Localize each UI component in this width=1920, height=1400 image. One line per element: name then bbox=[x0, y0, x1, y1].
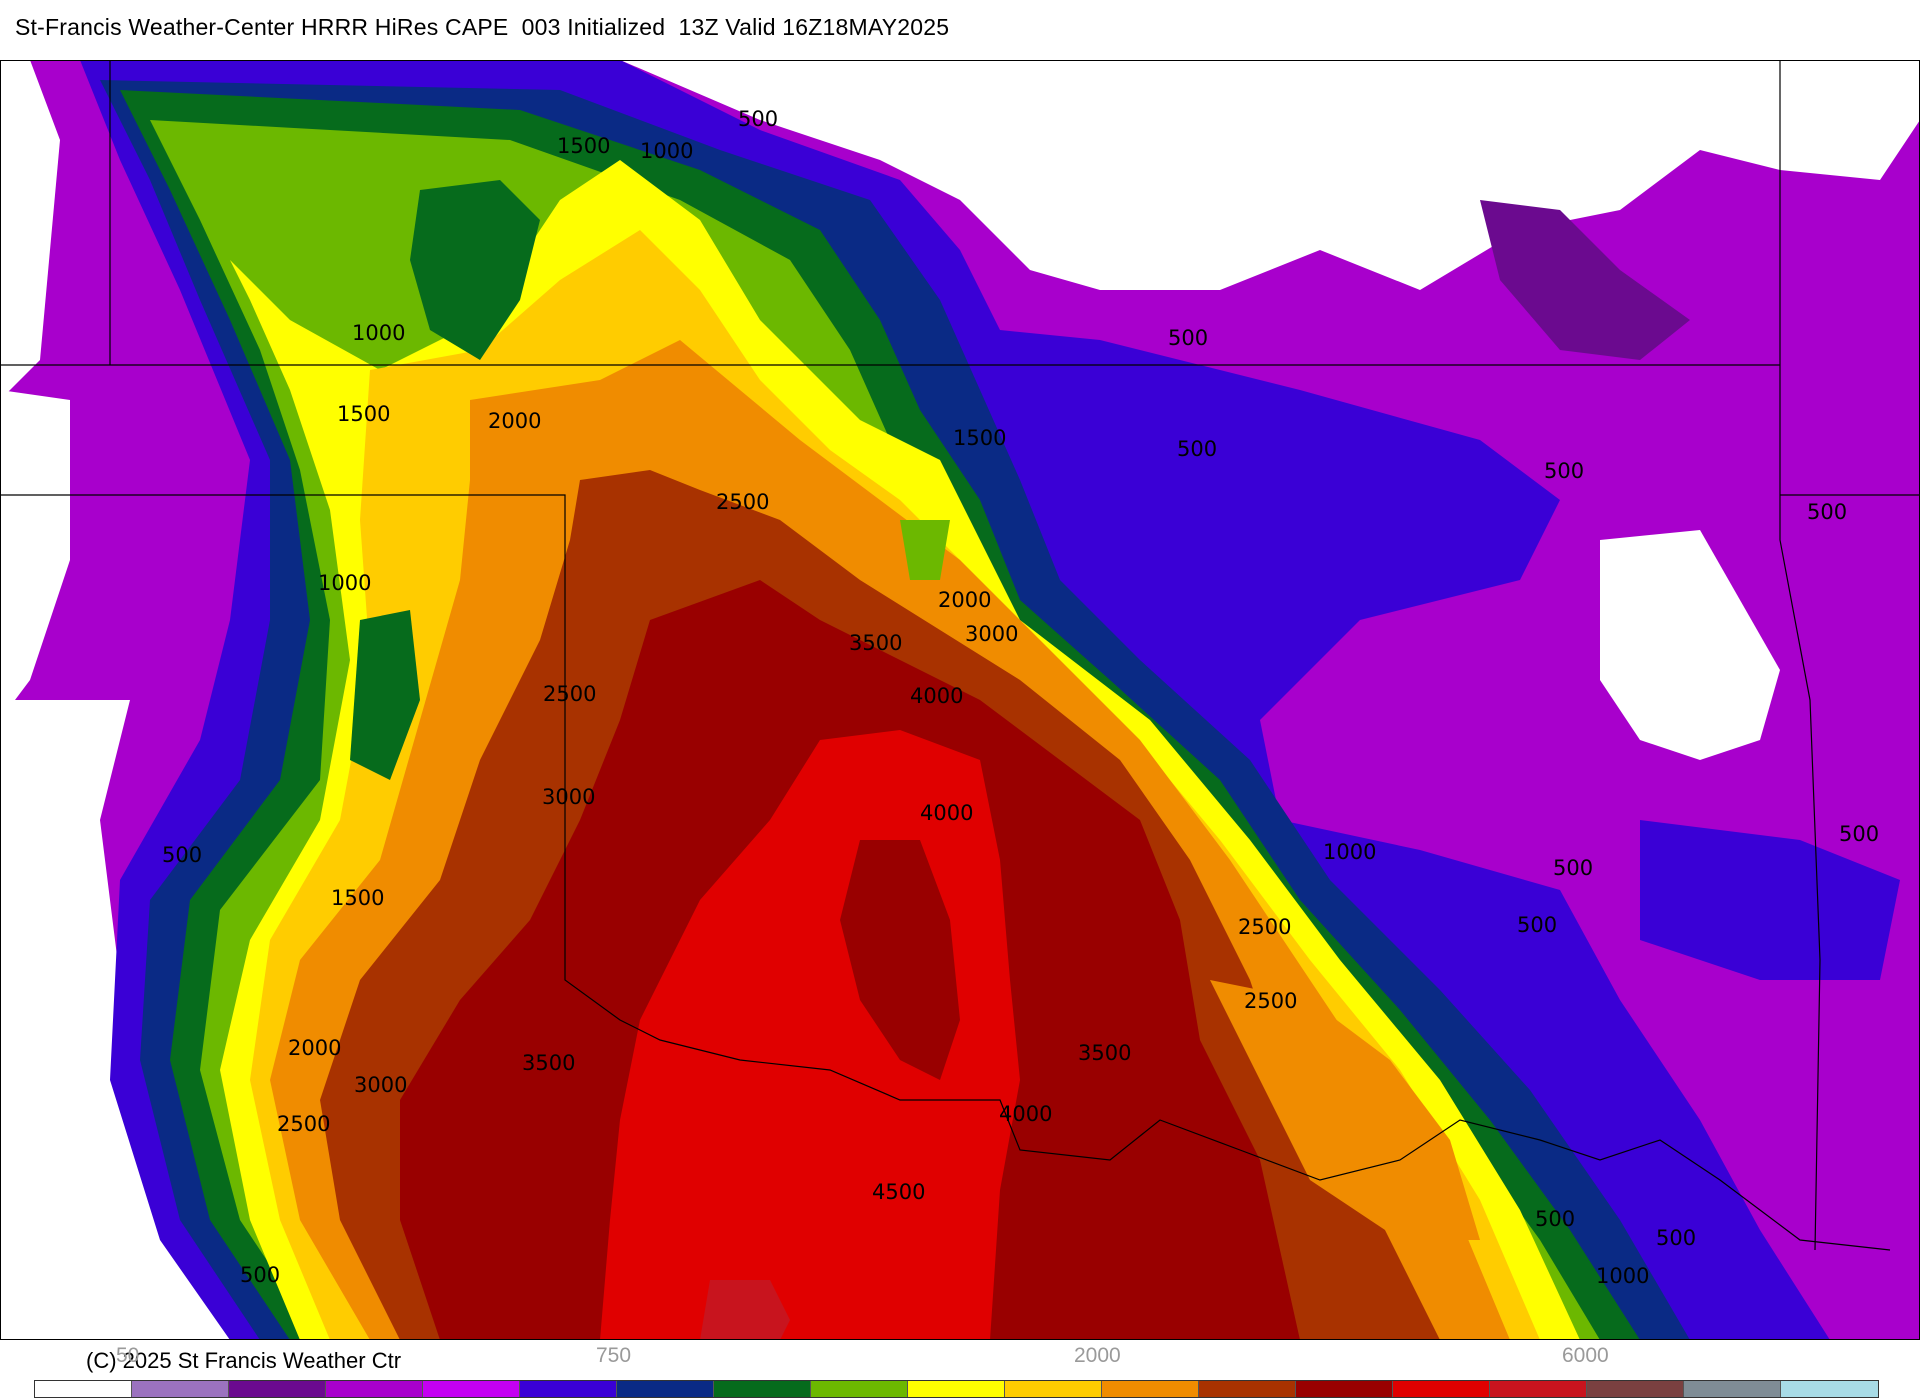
contour-label: 1000 bbox=[640, 139, 693, 163]
border-line bbox=[0, 494, 1891, 1251]
green-patch-nw bbox=[410, 180, 540, 360]
contour-label: 2500 bbox=[277, 1112, 330, 1136]
contour-label: 1500 bbox=[557, 134, 610, 158]
colorbar-swatch bbox=[1684, 1381, 1781, 1397]
contour-label: 500 bbox=[1177, 437, 1217, 461]
green-patch-w bbox=[350, 610, 420, 780]
contour-label: 500 bbox=[240, 1263, 280, 1287]
colorbar-tick-label: 750 bbox=[596, 1344, 632, 1367]
blue-patch-east bbox=[1640, 820, 1900, 980]
contour-label: 1000 bbox=[318, 571, 371, 595]
white-area-east bbox=[1600, 530, 1780, 760]
contour-label: 1500 bbox=[331, 886, 384, 910]
contour-label: 2500 bbox=[1238, 915, 1291, 939]
contour-label: 1500 bbox=[337, 402, 390, 426]
contour-label: 1000 bbox=[1596, 1264, 1649, 1288]
colorbar-swatch bbox=[1005, 1381, 1102, 1397]
white-area-west bbox=[0, 60, 60, 400]
colorbar bbox=[34, 1380, 1879, 1398]
contour-label: 3500 bbox=[1078, 1041, 1131, 1065]
contour-label: 2500 bbox=[543, 682, 596, 706]
copyright-text: (C) 2025 St Francis Weather Ctr bbox=[86, 1348, 402, 1373]
white-area-sw bbox=[0, 700, 260, 1340]
crimson-spot bbox=[700, 1280, 790, 1340]
colorbar-swatch bbox=[1490, 1381, 1587, 1397]
contour-label: 500 bbox=[1839, 822, 1879, 846]
colorbar-swatch bbox=[811, 1381, 908, 1397]
colorbar-swatch bbox=[714, 1381, 811, 1397]
contour-label: 2000 bbox=[488, 409, 541, 433]
contour-label: 3000 bbox=[965, 622, 1018, 646]
contour-label: 500 bbox=[162, 843, 202, 867]
colorbar-swatch bbox=[35, 1381, 132, 1397]
contour-label: 3000 bbox=[542, 785, 595, 809]
contour-label: 3500 bbox=[849, 631, 902, 655]
colorbar-swatch bbox=[617, 1381, 714, 1397]
colorbar-swatch bbox=[423, 1381, 520, 1397]
contour-label: 500 bbox=[1168, 326, 1208, 350]
contour-label: 500 bbox=[738, 107, 778, 131]
colorbar-swatch bbox=[1296, 1381, 1393, 1397]
colorbar-tick-label: 50 bbox=[116, 1344, 140, 1367]
colorbar-tick-label: 6000 bbox=[1562, 1344, 1609, 1367]
white-area-ne bbox=[1480, 200, 1690, 360]
contour-label: 500 bbox=[1535, 1207, 1575, 1231]
white-area-west-coast bbox=[0, 390, 70, 720]
colorbar-swatch bbox=[1102, 1381, 1199, 1397]
contour-label: 3000 bbox=[354, 1073, 407, 1097]
white-area-north bbox=[620, 60, 1920, 290]
colorbar-swatch bbox=[908, 1381, 1005, 1397]
contour-label: 500 bbox=[1553, 856, 1593, 880]
contour-label: 500 bbox=[1656, 1226, 1696, 1250]
darkred-island bbox=[840, 840, 960, 1080]
contour-label: 500 bbox=[1544, 459, 1584, 483]
contour-label: 500 bbox=[1517, 913, 1557, 937]
contour-label: 2000 bbox=[938, 588, 991, 612]
contour-label: 4500 bbox=[872, 1180, 925, 1204]
contour-label: 4000 bbox=[910, 684, 963, 708]
colorbar-swatch bbox=[1781, 1381, 1878, 1397]
cape-map: 500 1500 1000 1000 500 1500 2000 1500 50… bbox=[0, 60, 1920, 1340]
colorbar-swatch bbox=[1393, 1381, 1490, 1397]
contour-label: 3500 bbox=[522, 1051, 575, 1075]
contour-label: 1000 bbox=[1323, 840, 1376, 864]
colorbar-tick-label: 2000 bbox=[1074, 1344, 1121, 1367]
contour-label: 500 bbox=[1807, 500, 1847, 524]
colorbar-swatch bbox=[326, 1381, 423, 1397]
contour-label: 4000 bbox=[999, 1102, 1052, 1126]
contour-label: 2000 bbox=[288, 1036, 341, 1060]
colorbar-swatch bbox=[132, 1381, 229, 1397]
colorbar-swatch bbox=[1587, 1381, 1684, 1397]
lightgreen-patch bbox=[900, 520, 950, 580]
contour-label: 1500 bbox=[953, 426, 1006, 450]
border-line bbox=[1779, 60, 1821, 1251]
colorbar-swatch bbox=[520, 1381, 617, 1397]
contour-label: 1000 bbox=[352, 321, 405, 345]
colorbar-swatch bbox=[1199, 1381, 1296, 1397]
colorbar-swatch bbox=[229, 1381, 326, 1397]
contour-label: 2500 bbox=[1244, 989, 1297, 1013]
brown-east bbox=[1210, 980, 1480, 1240]
contour-label: 2500 bbox=[716, 490, 769, 514]
contour-label: 4000 bbox=[920, 801, 973, 825]
map-title: St-Francis Weather-Center HRRR HiRes CAP… bbox=[15, 14, 950, 40]
